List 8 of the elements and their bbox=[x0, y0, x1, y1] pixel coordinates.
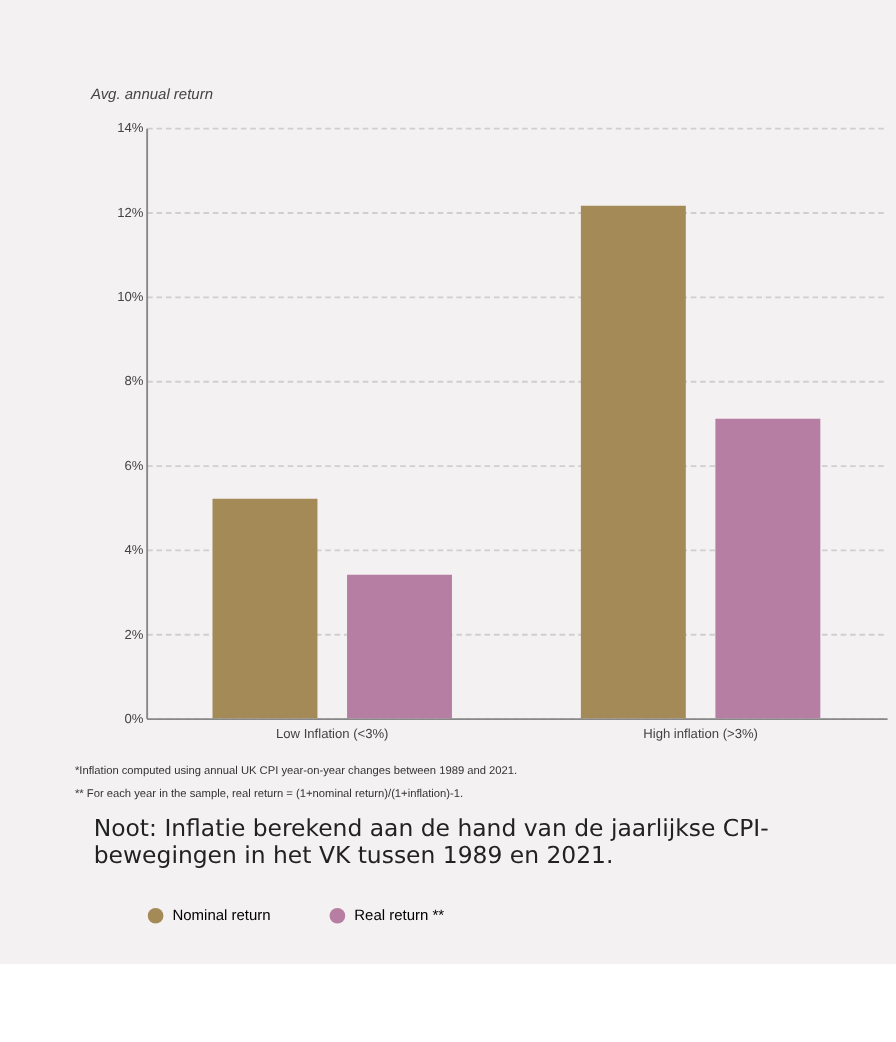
bar bbox=[580, 205, 686, 719]
y-axis-title: Avg. annual return bbox=[88, 84, 213, 103]
legend-label: Nominal return bbox=[172, 905, 271, 924]
text: Noot: Inflatie berekend aan de hand van de jaarlijkse CPI-bewegingen in het VK tussen 1989 en 2021. bbox=[93, 814, 769, 870]
bar bbox=[347, 574, 452, 719]
bar bbox=[715, 418, 821, 719]
bar bbox=[212, 498, 318, 719]
legend-label: Real return ** bbox=[354, 905, 445, 924]
